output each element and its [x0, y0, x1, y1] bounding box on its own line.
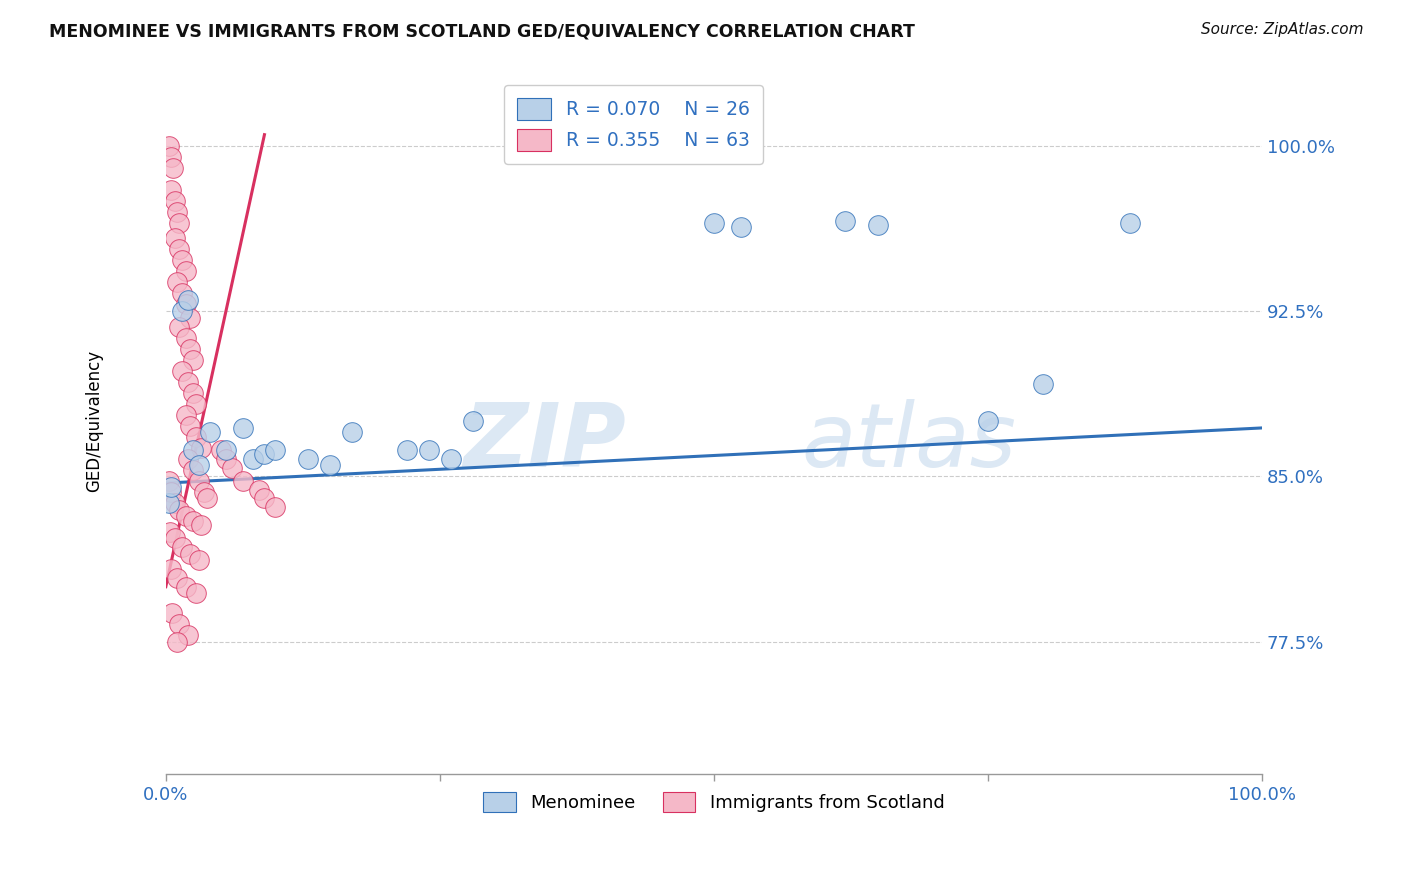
Point — [160, 562, 183, 576]
Point — [461, 414, 484, 428]
Point — [187, 474, 209, 488]
Point — [177, 293, 200, 307]
Point — [174, 509, 197, 524]
Point — [730, 220, 752, 235]
Point — [174, 580, 197, 594]
Point — [160, 183, 183, 197]
Point — [340, 425, 363, 440]
Point — [172, 540, 194, 554]
Point — [172, 253, 194, 268]
Point — [167, 502, 190, 516]
Point — [160, 150, 183, 164]
Point — [181, 463, 204, 477]
Point — [242, 451, 264, 466]
Point — [159, 524, 181, 539]
Point — [253, 491, 276, 506]
Point — [215, 451, 238, 466]
Point — [174, 408, 197, 422]
Point — [166, 204, 188, 219]
Point — [247, 483, 270, 497]
Point — [231, 421, 253, 435]
Point — [186, 430, 208, 444]
Point — [215, 442, 238, 457]
Point — [162, 606, 184, 620]
Point — [253, 447, 276, 461]
Point — [162, 161, 184, 175]
Point — [181, 352, 204, 367]
Point — [172, 363, 194, 377]
Point — [395, 442, 418, 457]
Point — [157, 138, 180, 153]
Text: MENOMINEE VS IMMIGRANTS FROM SCOTLAND GED/EQUIVALENCY CORRELATION CHART: MENOMINEE VS IMMIGRANTS FROM SCOTLAND GE… — [49, 22, 915, 40]
Point — [977, 414, 1000, 428]
Point — [177, 451, 200, 466]
Point — [157, 474, 180, 488]
Point — [174, 264, 197, 278]
Text: Source: ZipAtlas.com: Source: ZipAtlas.com — [1201, 22, 1364, 37]
Point — [179, 342, 201, 356]
Point — [163, 231, 186, 245]
Point — [181, 442, 204, 457]
Point — [418, 442, 440, 457]
Point — [174, 330, 197, 344]
Point — [167, 319, 190, 334]
Point — [190, 441, 212, 455]
Point — [179, 310, 201, 325]
Point — [187, 458, 209, 473]
Point — [190, 518, 212, 533]
Point — [868, 218, 890, 232]
Point — [166, 276, 188, 290]
Point — [172, 286, 194, 301]
Point — [187, 553, 209, 567]
Point — [319, 458, 342, 473]
Text: atlas: atlas — [801, 400, 1017, 485]
Point — [440, 451, 463, 466]
Point — [834, 213, 856, 227]
Point — [167, 216, 190, 230]
Point — [167, 617, 190, 632]
Point — [160, 480, 183, 494]
Point — [157, 496, 180, 510]
Point — [181, 385, 204, 400]
Point — [297, 451, 319, 466]
Point — [209, 442, 232, 457]
Point — [264, 500, 287, 515]
Point — [231, 474, 253, 488]
Point — [197, 491, 219, 506]
Point — [160, 484, 183, 499]
Point — [264, 442, 287, 457]
Point — [221, 460, 243, 475]
Point — [172, 304, 194, 318]
Point — [198, 425, 221, 440]
Point — [166, 571, 188, 585]
Point — [166, 635, 188, 649]
Point — [174, 297, 197, 311]
Point — [1119, 216, 1142, 230]
Point — [186, 586, 208, 600]
Point — [163, 194, 186, 208]
Point — [163, 531, 186, 545]
Point — [167, 243, 190, 257]
Point — [703, 216, 725, 230]
Y-axis label: GED/Equivalency: GED/Equivalency — [86, 351, 103, 492]
Point — [1032, 376, 1054, 391]
Point — [163, 496, 186, 510]
Point — [179, 418, 201, 433]
Point — [177, 628, 200, 642]
Legend: Menominee, Immigrants from Scotland: Menominee, Immigrants from Scotland — [471, 779, 957, 825]
Text: ZIP: ZIP — [464, 399, 626, 486]
Point — [177, 375, 200, 389]
Point — [181, 514, 204, 528]
Point — [179, 547, 201, 561]
Point — [186, 397, 208, 411]
Point — [193, 484, 215, 499]
